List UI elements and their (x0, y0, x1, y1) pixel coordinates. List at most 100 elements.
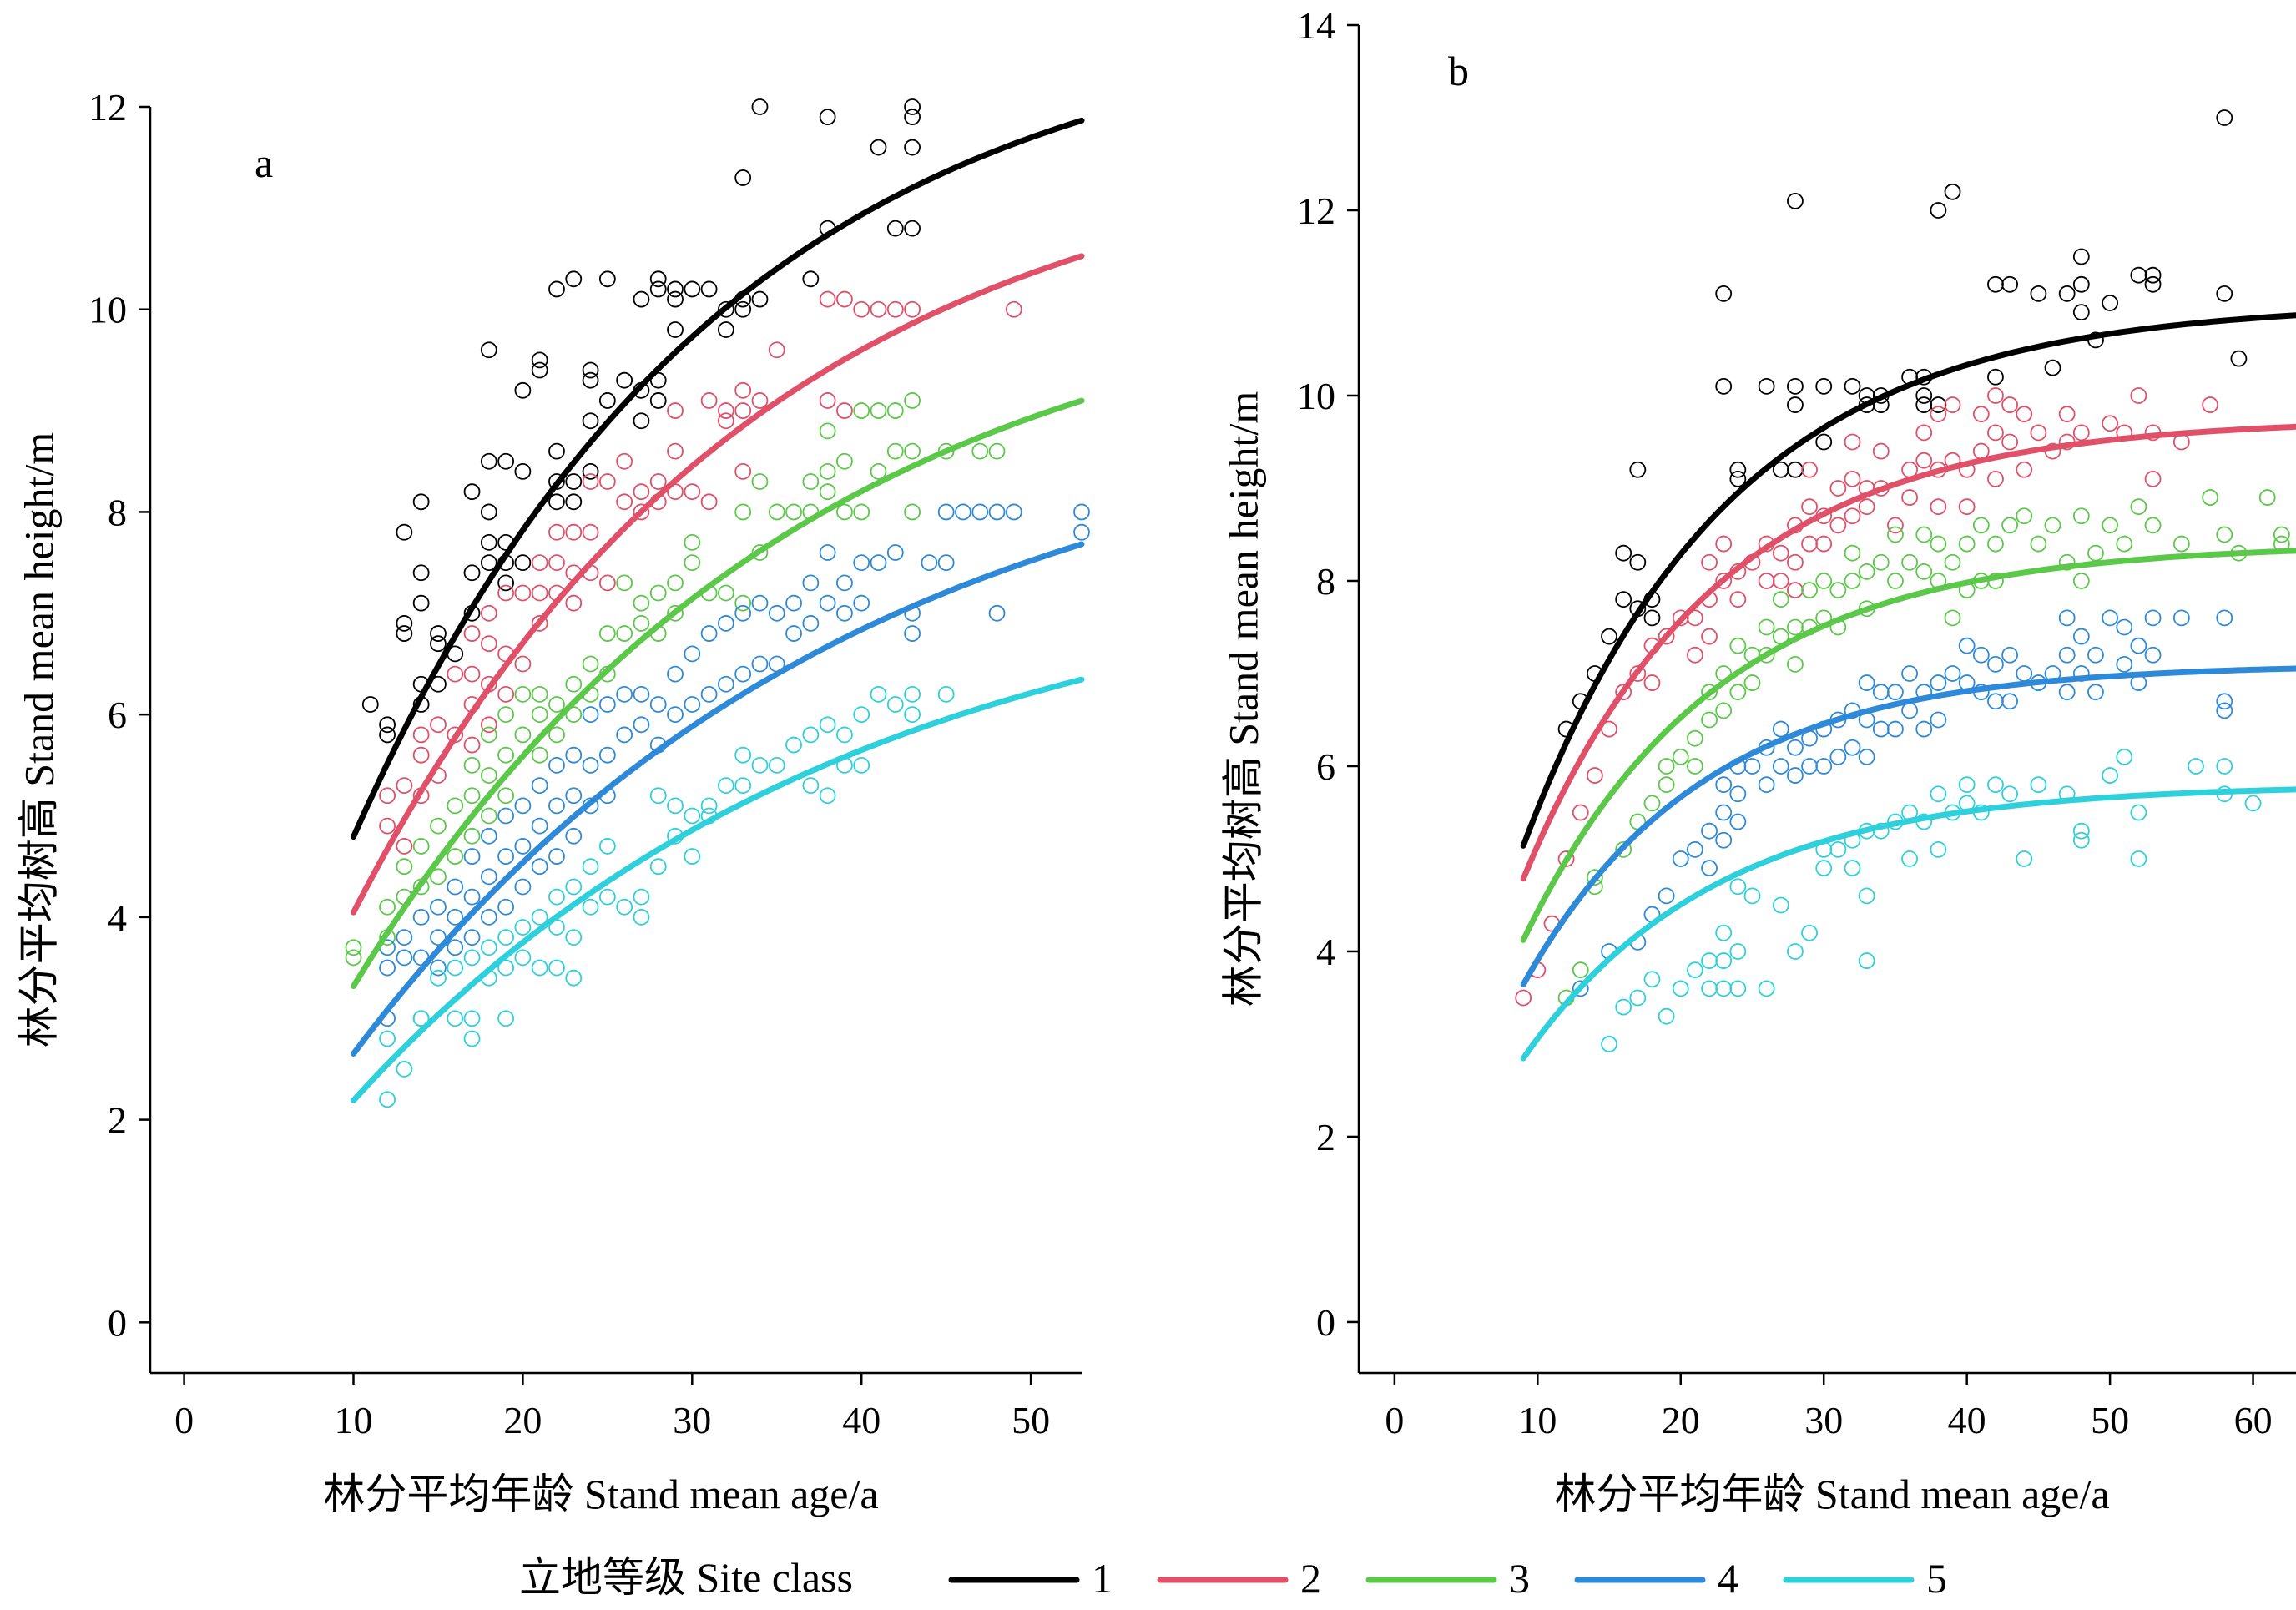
data-point (1615, 544, 1632, 562)
data-point (548, 726, 565, 744)
data-point (1987, 424, 2004, 442)
data-point (2072, 507, 2090, 525)
data-point (886, 696, 904, 713)
data-point (582, 706, 599, 724)
data-point (1601, 1036, 1617, 1052)
series-3 (1557, 489, 2290, 1007)
data-point (497, 1010, 515, 1027)
data-point (667, 290, 684, 308)
data-point (2273, 526, 2290, 543)
data-point (412, 908, 430, 926)
data-point (904, 98, 921, 115)
x-tick-label: 20 (1662, 1399, 1700, 1441)
data-point (531, 746, 548, 764)
data-point (1901, 702, 1918, 719)
data-point (1787, 943, 1804, 960)
data-point (480, 533, 497, 551)
data-point (379, 716, 396, 734)
data-point (2072, 304, 2090, 320)
data-point (463, 787, 481, 805)
data-point (1887, 720, 1904, 738)
data-point (412, 746, 430, 764)
data-point (447, 959, 464, 977)
data-point (785, 503, 802, 521)
data-point (904, 300, 921, 318)
x-tick-label: 20 (503, 1399, 542, 1441)
data-point (649, 280, 667, 298)
x-axis-title: 林分平均年龄 Stand mean age/a (323, 1471, 878, 1517)
data-point (2216, 609, 2233, 627)
data-point (649, 584, 667, 602)
data-point (1743, 887, 1761, 905)
data-point (955, 503, 971, 521)
data-point (819, 716, 836, 734)
legend-label-2: 2 (1300, 1555, 1321, 1602)
data-point (447, 878, 464, 896)
data-point (1687, 961, 1703, 979)
data-point (1930, 711, 1947, 729)
data-point (1829, 840, 1847, 858)
data-point (598, 574, 616, 592)
data-point (463, 625, 481, 642)
data-point (480, 807, 497, 825)
data-point (819, 544, 836, 561)
data-point (1729, 591, 1747, 608)
data-point (548, 280, 565, 298)
data-point (514, 838, 532, 855)
data-point (2072, 628, 2090, 645)
data-point (1872, 720, 1890, 738)
data-point (2072, 424, 2090, 442)
data-point (1815, 573, 1833, 589)
legend-label-3: 3 (1509, 1555, 1530, 1602)
data-point (1073, 523, 1090, 541)
data-point (345, 939, 362, 956)
data-point (447, 665, 464, 683)
data-point (2116, 535, 2133, 553)
series-1 (361, 98, 921, 744)
data-point (853, 706, 870, 724)
data-point (1858, 674, 1875, 691)
data-point (1615, 684, 1632, 701)
data-point (1958, 637, 1976, 654)
fitted-curve-3 (351, 397, 1085, 989)
data-point (463, 888, 481, 906)
data-point (2087, 544, 2104, 562)
data-point (988, 442, 1006, 460)
data-point (582, 371, 599, 389)
data-point (836, 402, 853, 419)
data-point (463, 848, 481, 865)
data-point (734, 594, 752, 612)
data-point (396, 838, 413, 855)
data-point (2130, 850, 2147, 867)
data-point (616, 726, 633, 744)
data-point (802, 777, 820, 795)
data-point (1944, 553, 1961, 571)
data-point (497, 584, 515, 602)
data-point (1815, 860, 1833, 876)
y-tick-label: 10 (88, 289, 127, 331)
data-point (548, 797, 565, 815)
data-point (1586, 767, 1603, 784)
data-point (734, 746, 752, 764)
data-point (412, 564, 430, 582)
data-point (768, 756, 785, 774)
data-point (734, 503, 752, 521)
data-point (1930, 202, 1947, 219)
data-point (1729, 461, 1747, 478)
data-point (430, 817, 447, 835)
data-point (1887, 573, 1904, 589)
data-point (1844, 507, 1861, 525)
data-point (1787, 618, 1804, 636)
data-point (1629, 553, 1647, 571)
data-point (379, 898, 396, 916)
data-point (2030, 285, 2047, 302)
data-point (1787, 767, 1804, 784)
data-point (836, 726, 853, 744)
data-point (2087, 684, 2104, 701)
data-point (1972, 406, 1990, 423)
data-point (463, 564, 481, 582)
data-point (514, 949, 532, 967)
data-point (1758, 377, 1775, 395)
data-point (819, 787, 836, 805)
data-point (430, 868, 447, 886)
